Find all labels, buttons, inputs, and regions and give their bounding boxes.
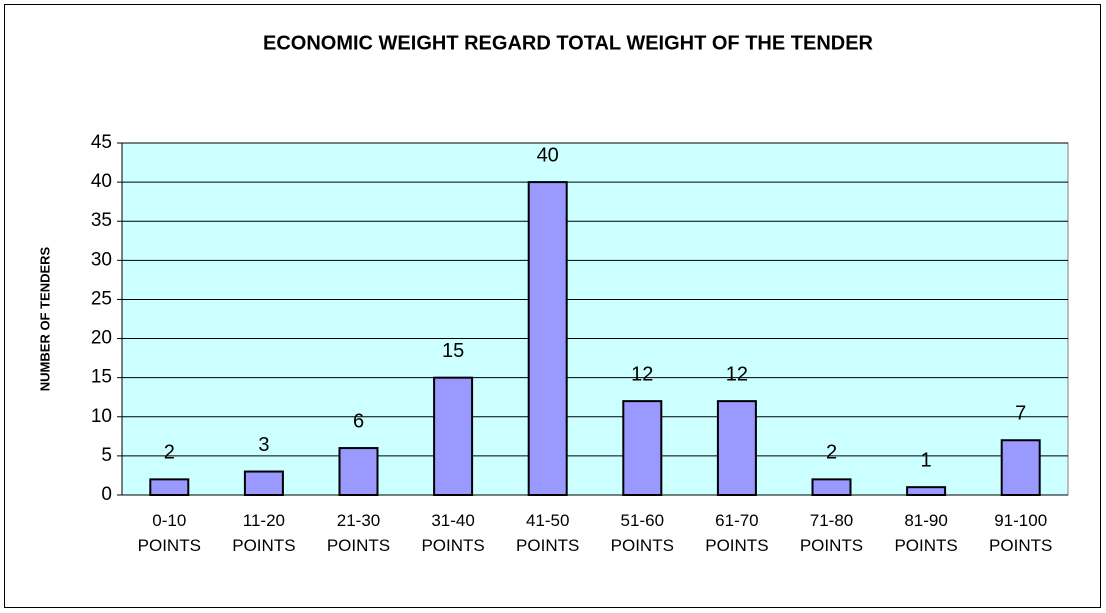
plot-area <box>121 142 1069 496</box>
data-label: 40 <box>537 144 559 166</box>
y-tick-label: 20 <box>91 328 112 349</box>
data-label: 2 <box>164 442 175 464</box>
x-tick-label: 81-90 POINTS <box>894 511 957 555</box>
data-label: 2 <box>826 442 837 464</box>
bar <box>906 486 947 496</box>
y-tick-label: 25 <box>91 288 112 309</box>
bar <box>811 478 852 497</box>
y-tick-label: 40 <box>91 171 112 192</box>
x-tick-label: 71-80 POINTS <box>800 511 863 555</box>
bar <box>338 447 379 497</box>
data-label: 6 <box>353 410 364 432</box>
y-tick-label: 35 <box>91 210 112 231</box>
x-tick-label: 61-70 POINTS <box>705 511 768 555</box>
bar <box>622 400 663 496</box>
x-tick-label: 0-10 POINTS <box>138 511 201 555</box>
data-label: 1 <box>921 449 932 471</box>
data-label: 12 <box>726 363 748 385</box>
bar <box>527 181 568 496</box>
data-label: 15 <box>442 340 464 362</box>
y-tick-label: 30 <box>91 249 112 270</box>
x-tick-label: 21-30 POINTS <box>327 511 390 555</box>
data-label: 7 <box>1015 403 1026 425</box>
bar <box>716 400 757 496</box>
bar <box>433 376 474 496</box>
x-tick-label: 41-50 POINTS <box>516 511 579 555</box>
y-tick-label: 5 <box>101 445 112 466</box>
x-tick-label: 51-60 POINTS <box>611 511 674 555</box>
data-label: 12 <box>631 363 653 385</box>
bar <box>149 478 190 497</box>
x-tick-label: 11-20 POINTS <box>232 511 295 555</box>
chart-title: ECONOMIC WEIGHT REGARD TOTAL WEIGHT OF T… <box>263 32 874 54</box>
bar <box>243 470 284 496</box>
x-tick-label: 91-100 POINTS <box>989 511 1052 555</box>
y-tick-label: 10 <box>91 406 112 427</box>
y-tick-label: 15 <box>91 367 112 388</box>
y-tick-label: 0 <box>101 484 112 505</box>
bar <box>1000 439 1041 496</box>
x-tick-label: 31-40 POINTS <box>421 511 484 555</box>
data-label: 3 <box>258 434 269 456</box>
y-axis-label: NUMBER OF TENDERS <box>37 246 52 391</box>
y-tick-label: 45 <box>91 132 112 153</box>
